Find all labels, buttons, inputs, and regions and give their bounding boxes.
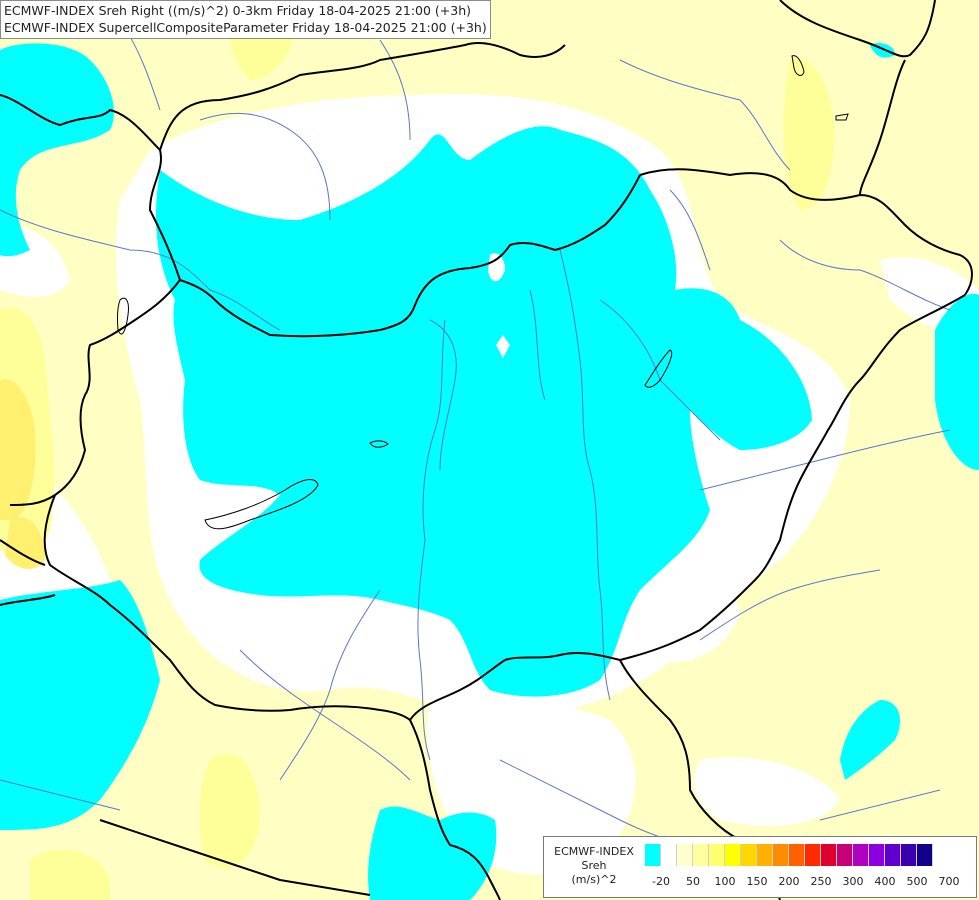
legend-swatch: [853, 844, 869, 866]
legend-swatch: [741, 844, 757, 866]
legend-swatch: [821, 844, 837, 866]
map-title-line-1: ECMWF-INDEX Sreh Right ((m/s)^2) 0-3km F…: [4, 3, 472, 18]
yellow-deep: [0, 379, 45, 570]
legend-swatch: [645, 844, 661, 866]
rivers: [0, 19, 951, 861]
legend-swatch: [837, 844, 853, 866]
legend-tick-label: 250: [810, 875, 832, 888]
lakes: [116, 55, 849, 530]
legend-title-source: ECMWF-INDEX: [554, 845, 634, 858]
legend-swatch: [661, 844, 677, 866]
map-title-box: ECMWF-INDEX Sreh Right ((m/s)^2) 0-3km F…: [0, 0, 491, 39]
legend-tick-label: 500: [906, 875, 928, 888]
map-title-line-2: ECMWF-INDEX SupercellCompositeParameter …: [4, 20, 487, 35]
legend-swatch: [869, 844, 885, 866]
cyan-zones: [0, 43, 979, 900]
legend-tick-labels: -20 50 100 150 200 250 300 400 500 700: [645, 875, 965, 889]
legend-tick-label: 200: [778, 875, 800, 888]
legend-swatch: [789, 844, 805, 866]
legend-swatch: [693, 844, 709, 866]
legend-tick-label: 300: [842, 875, 864, 888]
legend-tick-label: 50: [686, 875, 700, 888]
legend-tick-label: 150: [746, 875, 768, 888]
legend-swatch: [885, 844, 901, 866]
legend-title-unit: (m/s)^2: [571, 873, 617, 886]
legend-title: ECMWF-INDEX Sreh (m/s)^2: [546, 845, 642, 887]
legend-tick-label: 700: [938, 875, 960, 888]
legend-swatch: [677, 844, 693, 866]
legend-tick-label: 400: [874, 875, 896, 888]
legend-swatch: [901, 844, 917, 866]
legend-swatch: [757, 844, 773, 866]
legend-swatch: [917, 844, 933, 866]
legend-swatch: [725, 844, 741, 866]
legend-tick-label: -20: [652, 875, 670, 888]
white-holes: [488, 253, 510, 358]
legend-tick-label: 100: [714, 875, 736, 888]
color-legend: ECMWF-INDEX Sreh (m/s)^2 -20 50 100 150 200 2…: [543, 836, 977, 898]
legend-swatch: [773, 844, 789, 866]
legend-swatch: [805, 844, 821, 866]
legend-swatch: [709, 844, 725, 866]
legend-title-variable: Sreh: [581, 859, 607, 872]
legend-swatches: [645, 844, 933, 866]
